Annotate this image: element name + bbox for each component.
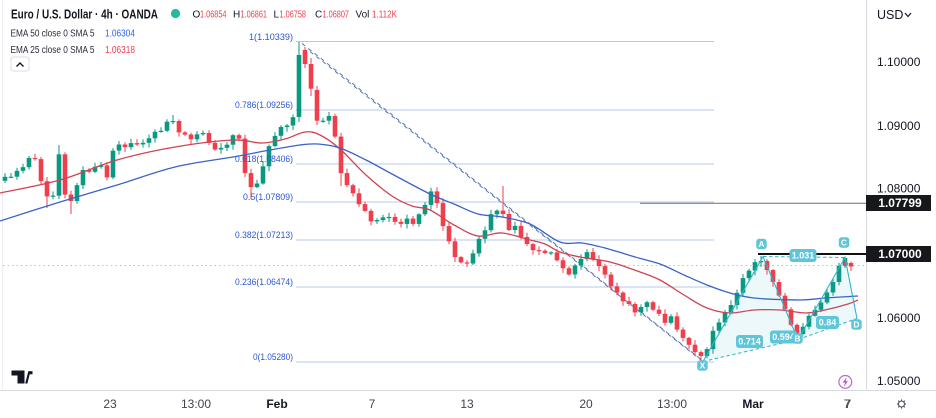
svg-text:1.06000: 1.06000 bbox=[877, 311, 921, 325]
svg-text:C: C bbox=[841, 238, 847, 248]
svg-text:1.08000: 1.08000 bbox=[877, 182, 921, 196]
svg-text:7: 7 bbox=[369, 397, 376, 411]
svg-text:Feb: Feb bbox=[266, 397, 287, 411]
svg-text:1.06304: 1.06304 bbox=[105, 29, 135, 40]
svg-text:0.714: 0.714 bbox=[738, 337, 761, 347]
svg-text:0.594: 0.594 bbox=[772, 332, 795, 342]
svg-text:EMA 25 close 0 SMA 5: EMA 25 close 0 SMA 5 bbox=[11, 45, 95, 56]
svg-text:0.786(1.09256): 0.786(1.09256) bbox=[235, 100, 293, 111]
svg-text:EMA 50 close 0 SMA 5: EMA 50 close 0 SMA 5 bbox=[11, 29, 95, 40]
svg-text:0.236(1.06474): 0.236(1.06474) bbox=[235, 277, 293, 288]
svg-text:23: 23 bbox=[103, 397, 117, 411]
svg-text:0.5(1.07809): 0.5(1.07809) bbox=[243, 192, 293, 203]
svg-text:B: B bbox=[794, 334, 800, 344]
svg-text:1.05000: 1.05000 bbox=[877, 374, 921, 388]
svg-text:1.10000: 1.10000 bbox=[877, 55, 921, 69]
svg-text:A: A bbox=[758, 239, 764, 249]
svg-text:13:00: 13:00 bbox=[657, 397, 687, 411]
svg-text:0(1.05280): 0(1.05280) bbox=[253, 352, 293, 363]
svg-text:Euro / U.S. Dollar · 4h · OAND: Euro / U.S. Dollar · 4h · OANDA bbox=[11, 8, 158, 22]
svg-text:1.06318: 1.06318 bbox=[105, 45, 135, 56]
svg-text:7: 7 bbox=[844, 397, 851, 411]
svg-text:7: 7 bbox=[845, 397, 852, 411]
svg-text:USD: USD bbox=[877, 8, 903, 22]
svg-text:1.09000: 1.09000 bbox=[877, 119, 921, 133]
svg-text:D: D bbox=[853, 320, 859, 330]
svg-text:13:00: 13:00 bbox=[181, 397, 211, 411]
svg-text:0.382(1.07213): 0.382(1.07213) bbox=[235, 230, 293, 241]
svg-text:1.031: 1.031 bbox=[792, 251, 815, 261]
svg-text:0.618(1.08406): 0.618(1.08406) bbox=[235, 154, 293, 165]
svg-text:13: 13 bbox=[460, 397, 474, 411]
svg-text:0.84: 0.84 bbox=[819, 318, 837, 328]
svg-text:20: 20 bbox=[579, 397, 593, 411]
svg-text:1(1.10339): 1(1.10339) bbox=[249, 32, 293, 43]
svg-text:X: X bbox=[700, 361, 706, 371]
svg-text:1.07000: 1.07000 bbox=[878, 247, 922, 261]
svg-text:Mar: Mar bbox=[742, 397, 764, 411]
svg-text:1.07799: 1.07799 bbox=[878, 196, 922, 210]
